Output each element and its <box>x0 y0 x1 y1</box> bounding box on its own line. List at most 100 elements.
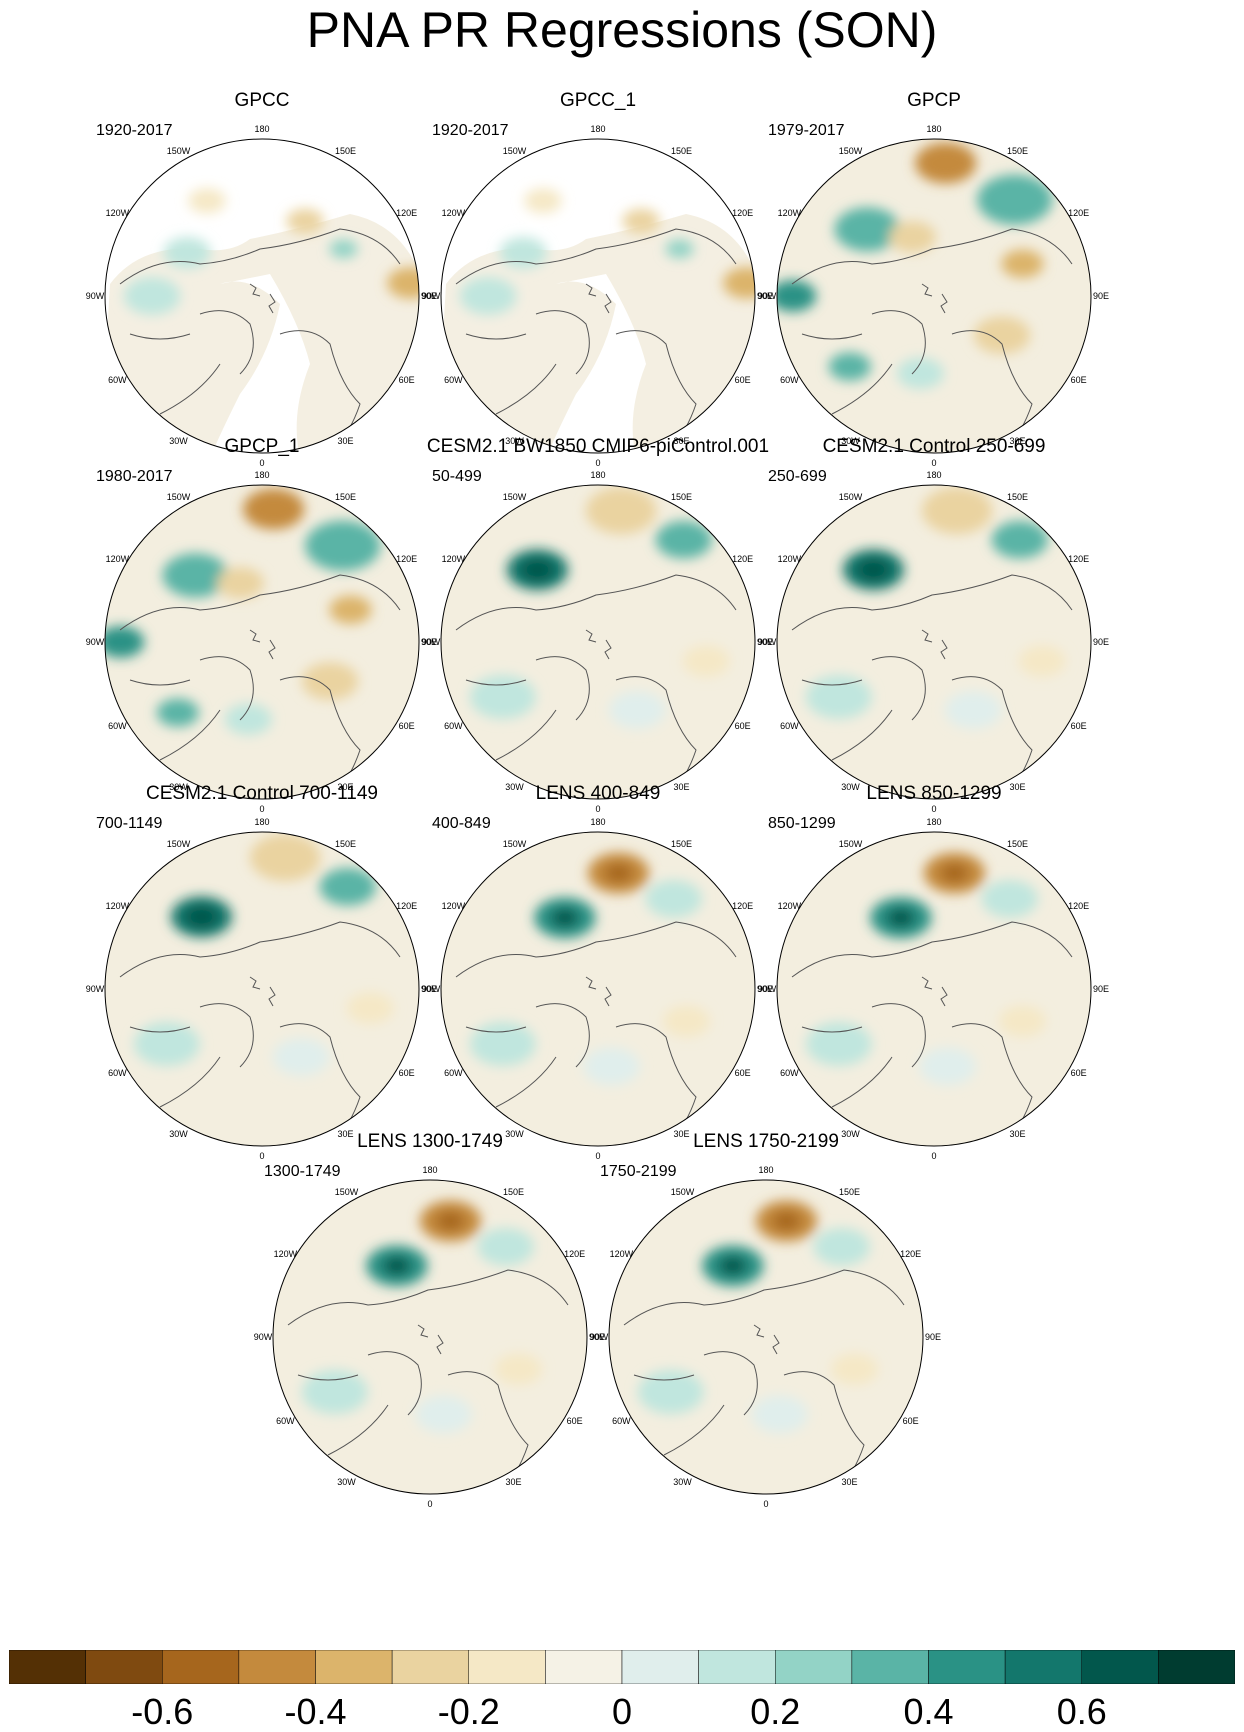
missing-data-area <box>546 274 646 453</box>
longitude-label: 90E <box>420 984 437 994</box>
longitude-label: 90W <box>253 1332 273 1342</box>
panel-period: 1300-1749 <box>264 1163 341 1180</box>
colorbar-tick-label: 0.6 <box>1056 1691 1107 1732</box>
panel-period: 850-1299 <box>768 815 836 832</box>
longitude-label: 150E <box>1006 146 1029 157</box>
longitude-label: 150E <box>1006 492 1029 503</box>
map-boundary <box>440 831 756 1147</box>
longitude-label: 60E <box>398 374 415 385</box>
longitude-label: 120E <box>900 1248 922 1259</box>
anomaly-blob <box>459 277 517 315</box>
map-panel: CESM2.1 BW1850 CMIP6-piControl.001 50-499… <box>418 436 778 814</box>
longitude-label: 120E <box>396 553 418 564</box>
colorbar-swatch <box>238 1650 316 1684</box>
panel-title: LENS 850-1299 <box>866 783 1002 804</box>
polar-map <box>104 831 420 1147</box>
map-panel: LENS 400-849 400-849 180 150E 120E 90E 60E 30E 0… <box>418 783 778 1161</box>
coastlines <box>791 921 1073 1146</box>
longitude-label: 120E <box>564 1248 586 1259</box>
polar-map <box>776 831 1092 1147</box>
longitude-label: 90W <box>757 291 777 301</box>
anomaly-blob <box>520 558 554 581</box>
longitude-label: 30W <box>673 1476 692 1487</box>
longitude-label: 120E <box>732 553 754 564</box>
colorbar-swatch <box>928 1650 1006 1684</box>
panel-title: GPCC_1 <box>559 90 637 111</box>
map-background <box>105 832 419 1146</box>
longitude-label: 90E <box>588 1332 605 1342</box>
panel-period: 250-699 <box>768 468 827 485</box>
anomaly-blob <box>224 703 272 736</box>
panel-period: 1750-2199 <box>600 1163 677 1180</box>
anomaly-blob <box>608 691 666 729</box>
longitude-label: 180 <box>254 817 270 827</box>
anomaly-blob <box>286 208 325 234</box>
colorbar-swatch <box>698 1650 776 1684</box>
anomaly-blob <box>133 1021 200 1066</box>
map-background <box>777 139 1091 453</box>
longitude-label: 30E <box>673 435 690 446</box>
longitude-label: 60W <box>612 1415 631 1426</box>
colorbar-tick-label: -0.2 <box>437 1691 500 1732</box>
anomaly-blob <box>805 674 872 719</box>
longitude-label: 150W <box>502 492 527 503</box>
longitude-label: 90W <box>421 984 441 994</box>
anomaly-blob <box>524 188 562 214</box>
map-background <box>777 485 1091 799</box>
colorbar-tick-label: -0.6 <box>131 1691 194 1732</box>
anomaly-blob <box>346 992 394 1024</box>
longitude-label: 0 <box>259 804 265 814</box>
longitude-label: 120W <box>441 900 466 911</box>
coastlines <box>119 228 401 453</box>
longitude-label: 150E <box>334 839 357 850</box>
longitude-label: 60E <box>1070 720 1087 731</box>
polar-map <box>104 138 420 454</box>
longitude-label: 150E <box>670 146 693 157</box>
longitude-label: 0 <box>427 1499 433 1509</box>
anomaly-blob <box>973 316 1031 355</box>
longitude-label: 60W <box>444 1067 463 1078</box>
longitude-label: 30E <box>673 781 690 792</box>
longitude-label: 150W <box>502 146 527 157</box>
longitude-label: 180 <box>254 124 270 134</box>
longitude-label: 60E <box>902 1415 919 1426</box>
anomaly-blob <box>123 277 181 315</box>
longitude-label: 0 <box>595 1151 601 1161</box>
anomaly-blob <box>494 1353 543 1385</box>
panel-title: CESM2.1 BW1850 CMIP6-piControl.001 <box>426 436 770 457</box>
map-boundary <box>776 138 1092 454</box>
longitude-label: 90E <box>756 637 773 647</box>
longitude-label: 30W <box>505 781 524 792</box>
longitude-label: 120E <box>732 207 754 218</box>
colorbar <box>9 1650 1235 1684</box>
anomaly-blob <box>469 674 536 719</box>
longitude-label: 150E <box>1006 839 1029 850</box>
anomaly-blob <box>915 142 977 184</box>
longitude-label: 90E <box>1092 984 1109 994</box>
polar-map <box>776 484 1092 800</box>
colorbar-swatch <box>545 1650 623 1684</box>
anomaly-blob <box>329 239 358 259</box>
longitude-label: 120W <box>105 900 130 911</box>
panel-period: 1980-2017 <box>96 468 173 485</box>
longitude-label: 30E <box>337 435 354 446</box>
longitude-label: 180 <box>590 124 606 134</box>
longitude-label: 120W <box>273 1248 298 1259</box>
anomaly-blob <box>585 487 657 535</box>
polar-map <box>272 1179 588 1495</box>
coastlines <box>455 228 737 453</box>
colorbar-swatch <box>162 1650 240 1684</box>
anomaly-blob <box>604 863 633 883</box>
longitude-label: 120W <box>609 1248 634 1259</box>
colorbar-swatch <box>1081 1650 1159 1684</box>
longitude-label: 90E <box>420 637 437 647</box>
longitude-label: 60E <box>734 720 751 731</box>
longitude-label: 60W <box>780 720 799 731</box>
map-panel: LENS 1300-1749 1300-1749 180 150E 120E 90E 60E… <box>250 1131 610 1509</box>
anomaly-blob <box>637 1369 704 1414</box>
anomaly-blob <box>382 1256 411 1276</box>
map-background <box>441 485 755 799</box>
longitude-label: 180 <box>590 470 606 480</box>
longitude-label: 90E <box>1092 291 1109 301</box>
map-boundary <box>776 484 1092 800</box>
